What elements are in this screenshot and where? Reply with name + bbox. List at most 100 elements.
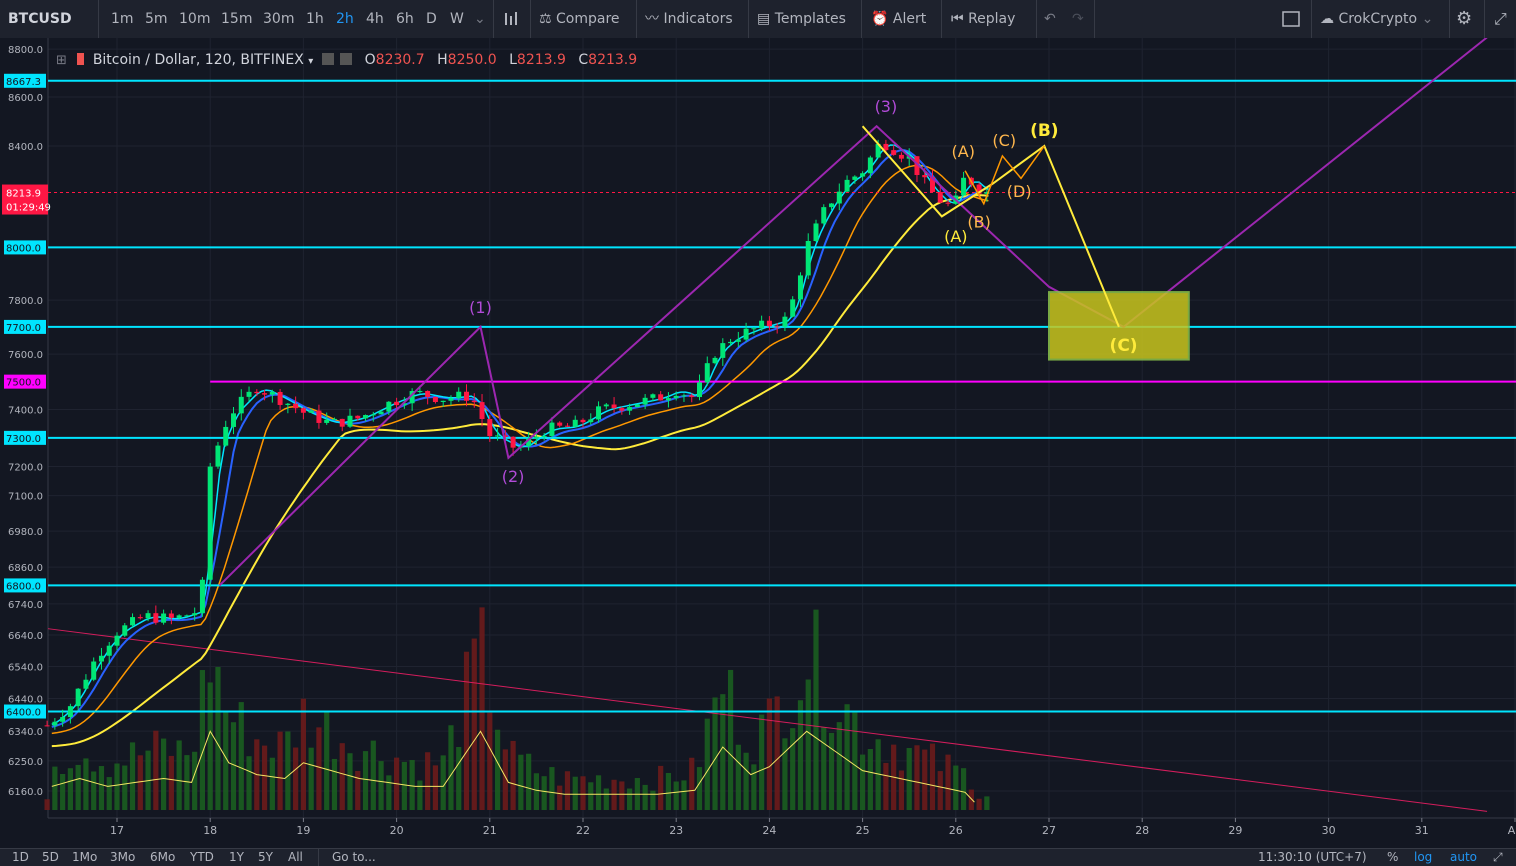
descending-trendline [47, 628, 1488, 812]
open-value: 8230.7 [375, 52, 425, 68]
candle-body [215, 445, 221, 467]
volume-bar [98, 766, 105, 810]
volume-bar [704, 718, 710, 810]
range-1mo[interactable]: 1Mo [72, 850, 98, 864]
layout-menu[interactable]: ☁ CrokCrypto ⌄ [1320, 0, 1433, 38]
eye-icon[interactable] [321, 53, 334, 65]
expand-icon[interactable]: ⤢ [1494, 9, 1507, 28]
log-scale-toggle[interactable]: log [1414, 850, 1433, 864]
gear-icon[interactable]: ⚙ [1456, 8, 1473, 29]
candle-body [308, 410, 314, 413]
volume-bar [440, 755, 446, 810]
candle-body [712, 357, 718, 364]
interval-D[interactable]: D [426, 11, 437, 27]
fullscreen-icon[interactable] [1281, 0, 1301, 38]
interval-15m[interactable]: 15m [221, 11, 253, 27]
chevron-down-icon[interactable]: ▾ [308, 56, 314, 67]
toolbar-divider [1311, 0, 1312, 38]
undo-icon[interactable]: ↶ [1044, 11, 1056, 27]
settings-expand-icon[interactable]: ⤢ [1493, 850, 1503, 864]
range-all[interactable]: All [288, 850, 303, 864]
interval-5m[interactable]: 5m [145, 11, 168, 27]
volume-bar [510, 740, 516, 810]
price-level-badge [4, 430, 46, 445]
x-tick-label: 24 [762, 824, 776, 837]
goto-date-button[interactable]: Go to... [332, 850, 376, 864]
chart-legend: ⊞ Bitcoin / Dollar, 120, BITFINEX ▾ O823… [56, 50, 637, 70]
toolbar-divider [1036, 0, 1037, 38]
indicators-button[interactable]: 〰 Indicators [645, 0, 733, 38]
candle-body [440, 400, 446, 403]
interval-2h[interactable]: 2h [336, 11, 354, 27]
chart-type-icon[interactable] [502, 0, 520, 38]
interval-6h[interactable]: 6h [396, 11, 414, 27]
range-1y[interactable]: 1Y [229, 850, 244, 864]
range-3mo[interactable]: 3Mo [110, 850, 136, 864]
alert-button[interactable]: ⏰ Alert [871, 0, 926, 38]
volume-bar [914, 745, 920, 810]
volume-bar [308, 747, 314, 810]
candle-body [114, 635, 120, 646]
volume-bar [114, 763, 120, 810]
candle-body [867, 157, 873, 174]
low-value: 8213.9 [516, 52, 566, 68]
projection-label: (C) [1110, 336, 1138, 356]
volume-bar [968, 789, 974, 810]
candle-body [557, 422, 563, 426]
volume-bar [83, 758, 89, 810]
candle-body [596, 406, 602, 420]
candle-body [479, 402, 485, 419]
legend-toggle-icon[interactable]: ⊞ [56, 53, 67, 68]
toolbar-divider [1094, 0, 1095, 38]
candle-body [860, 173, 866, 177]
interval-30m[interactable]: 30m [263, 11, 295, 27]
candle-body [580, 419, 586, 423]
y-tick-label: 8800.0 [8, 45, 43, 56]
auto-scale-toggle[interactable]: auto [1450, 850, 1478, 864]
volume-bar [487, 712, 493, 810]
candle-body [502, 435, 508, 437]
interval-10m[interactable]: 10m [179, 11, 211, 27]
wave-label-1: (1) [469, 298, 492, 317]
volume-bar [766, 698, 772, 810]
candle-body [347, 415, 353, 427]
range-1d[interactable]: 1D [12, 850, 29, 864]
percent-toggle[interactable]: % [1387, 850, 1399, 864]
redo-icon[interactable]: ↷ [1072, 11, 1084, 27]
compare-button[interactable]: ⚖ Compare [539, 0, 620, 38]
countdown-label: 01:29:49 [6, 203, 51, 214]
toolbar-divider [98, 0, 99, 38]
templates-button[interactable]: ▤ Templates [757, 0, 846, 38]
candle-body [611, 404, 617, 409]
price-level-badge [4, 73, 46, 88]
candle-body [658, 394, 664, 401]
x-tick-label: 19 [296, 824, 310, 837]
volume-bar [184, 755, 190, 810]
candle-body [526, 438, 532, 447]
volume-bar [277, 731, 283, 810]
interval-W[interactable]: W [450, 11, 464, 27]
interval-1h[interactable]: 1h [306, 11, 324, 27]
interval-dropdown-icon[interactable]: ⌄ [474, 11, 486, 27]
volume-bar [813, 609, 819, 810]
volume-bar [976, 798, 982, 810]
candle-body [627, 407, 633, 411]
interval-4h[interactable]: 4h [366, 11, 384, 27]
range-ytd[interactable]: YTD [190, 850, 214, 864]
interval-1m[interactable]: 1m [111, 11, 134, 27]
settings-small-icon[interactable] [340, 53, 353, 65]
volume-bar [463, 651, 470, 810]
volume-bar [595, 775, 602, 810]
range-5y[interactable]: 5Y [258, 850, 273, 864]
volume-bar [712, 697, 718, 810]
candle-body [797, 275, 803, 300]
high-label: H [437, 52, 448, 68]
range-5d[interactable]: 5D [42, 850, 59, 864]
volume-bar [67, 768, 73, 810]
volume-bar [207, 682, 213, 810]
replay-button[interactable]: ⏮ Replay [951, 0, 1015, 38]
range-6mo[interactable]: 6Mo [150, 850, 176, 864]
symbol-search[interactable]: BTCUSD [8, 11, 72, 27]
volume-bar [922, 749, 928, 810]
price-chart[interactable]: 8800.0 8600.0 8400.0 8000.0 7800.0 7600.0 7400… [0, 38, 1516, 848]
